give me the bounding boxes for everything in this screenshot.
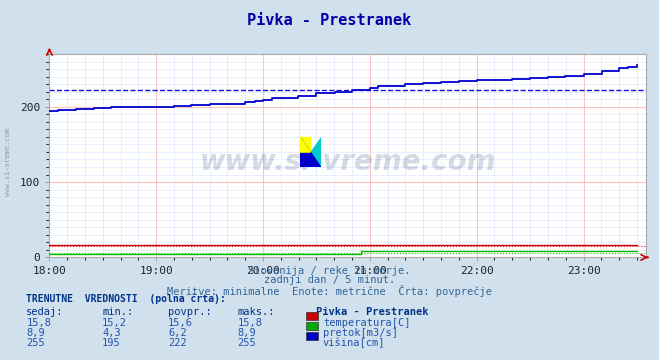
Text: www.si-vreme.com: www.si-vreme.com (200, 148, 496, 176)
Polygon shape (300, 137, 321, 167)
Text: 8,9: 8,9 (237, 328, 256, 338)
Text: Pivka - Prestranek: Pivka - Prestranek (316, 307, 429, 317)
Text: 15,6: 15,6 (168, 318, 193, 328)
Text: 4,3: 4,3 (102, 328, 121, 338)
Text: min.:: min.: (102, 307, 133, 317)
Text: zadnji dan / 5 minut.: zadnji dan / 5 minut. (264, 275, 395, 285)
Bar (300, 137, 310, 152)
Text: 255: 255 (26, 338, 45, 348)
Polygon shape (300, 137, 321, 167)
Polygon shape (300, 137, 310, 152)
Text: 6,2: 6,2 (168, 328, 186, 338)
Text: www.si-vreme.com: www.si-vreme.com (5, 128, 11, 196)
Text: temperatura[C]: temperatura[C] (323, 318, 411, 328)
Text: Meritve: minimalne  Enote: metrične  Črta: povprečje: Meritve: minimalne Enote: metrične Črta:… (167, 285, 492, 297)
Text: TRENUTNE  VREDNOSTI  (polna črta):: TRENUTNE VREDNOSTI (polna črta): (26, 293, 226, 304)
Text: 255: 255 (237, 338, 256, 348)
Text: 15,2: 15,2 (102, 318, 127, 328)
Text: Pivka - Prestranek: Pivka - Prestranek (247, 13, 412, 28)
Text: 15,8: 15,8 (26, 318, 51, 328)
Text: Slovenija / reke in morje.: Slovenija / reke in morje. (248, 266, 411, 276)
Text: 8,9: 8,9 (26, 328, 45, 338)
Text: povpr.:: povpr.: (168, 307, 212, 317)
Text: maks.:: maks.: (237, 307, 275, 317)
Text: sedaj:: sedaj: (26, 307, 64, 317)
Text: pretok[m3/s]: pretok[m3/s] (323, 328, 398, 338)
Text: 195: 195 (102, 338, 121, 348)
Text: višina[cm]: višina[cm] (323, 338, 386, 348)
Text: 222: 222 (168, 338, 186, 348)
Text: 15,8: 15,8 (237, 318, 262, 328)
